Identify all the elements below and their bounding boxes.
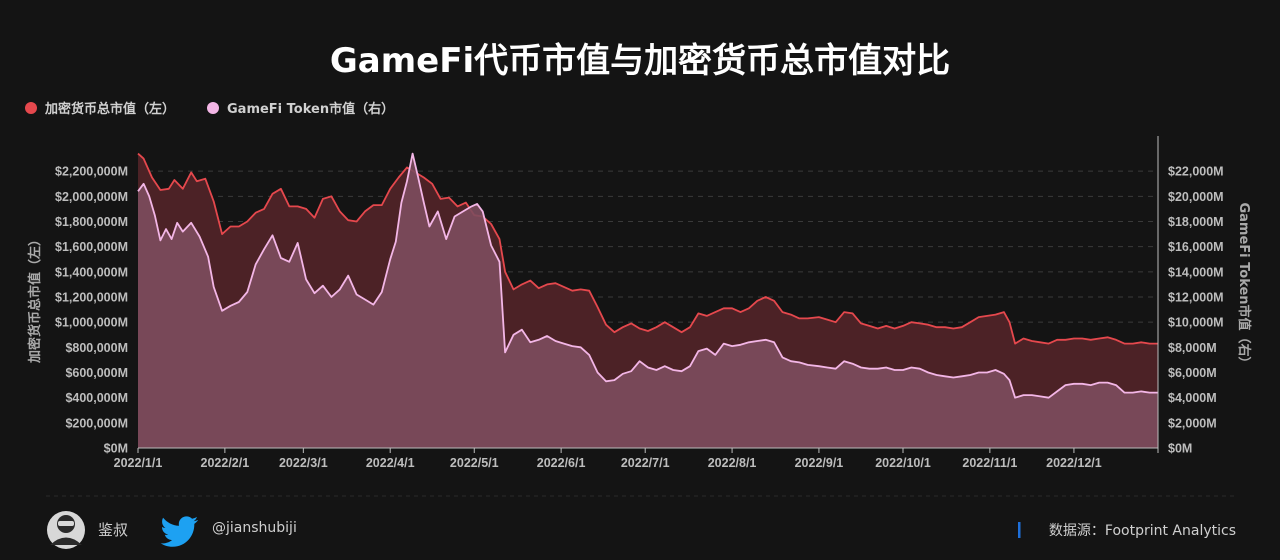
source-accent-bar	[1018, 522, 1021, 538]
legend-item-gamefi[interactable]: GameFi Token市值（右）	[207, 101, 394, 117]
right-axis-tick-label: $20,000M	[1168, 190, 1224, 204]
left-axis-tick-label: $2,200,000M	[55, 165, 128, 179]
axes: $0M $0M $200,000M $2,000M $400,000M $4,000M $6…	[55, 136, 1224, 470]
author-name: 鉴叔	[98, 521, 128, 539]
right-axis-tick-label: $18,000M	[1168, 215, 1224, 229]
left-axis-tick-label: $1,000,000M	[55, 316, 128, 330]
x-axis-tick-label: 2022/10/1	[875, 456, 931, 470]
right-axis-tick-label: $10,000M	[1168, 316, 1224, 330]
legend-item-total-market-cap[interactable]: 加密货币总市值（左）	[25, 101, 175, 117]
plot-area	[137, 152, 1158, 448]
legend-marker-total-market-cap	[25, 102, 37, 114]
left-axis-tick-label: $200,000M	[65, 416, 128, 430]
legend-marker-gamefi	[207, 102, 219, 114]
twitter-handle[interactable]: @jianshubiji	[212, 520, 297, 536]
left-axis-tick-label: $0M	[104, 442, 128, 456]
left-axis-tick-label: $1,400,000M	[55, 265, 128, 279]
x-axis-tick-label: 2022/6/1	[537, 456, 586, 470]
x-axis-tick-label: 2022/2/1	[201, 456, 250, 470]
legend-label-total-market-cap: 加密货币总市值（左）	[44, 101, 175, 117]
x-axis-tick-label: 2022/1/1	[114, 456, 163, 470]
x-axis-tick-label: 2022/3/1	[279, 456, 328, 470]
x-axis-tick-label: 2022/7/1	[621, 456, 670, 470]
right-axis-tick-label: $2,000M	[1168, 416, 1217, 430]
right-axis-tick-label: $14,000M	[1168, 265, 1224, 279]
gamefi-area	[138, 153, 1158, 448]
left-axis-tick-label: $400,000M	[65, 391, 128, 405]
right-axis-tick-label: $16,000M	[1168, 240, 1224, 254]
left-axis-tick-label: $1,800,000M	[55, 215, 128, 229]
twitter-icon[interactable]	[160, 516, 199, 547]
right-axis-tick-label: $12,000M	[1168, 291, 1224, 305]
left-axis-tick-label: $1,600,000M	[55, 240, 128, 254]
x-axis-tick-label: 2022/5/1	[450, 456, 499, 470]
x-axis-tick-label: 2022/9/1	[795, 456, 844, 470]
right-axis-tick-label: $8,000M	[1168, 341, 1217, 355]
data-source: 数据源：Footprint Analytics	[1049, 523, 1236, 539]
footer: 鉴叔 @jianshubiji 数据源：Footprint Analytics	[47, 511, 1236, 549]
x-axis-tick-label: 2022/8/1	[708, 456, 757, 470]
x-axis-tick-label: 2022/4/1	[366, 456, 415, 470]
right-axis-tick-label: $0M	[1168, 442, 1192, 456]
right-axis-label: GameFi Token市值（右）	[1236, 202, 1252, 369]
left-axis-tick-label: $1,200,000M	[55, 291, 128, 305]
x-axis-tick-label: 2022/12/1	[1046, 456, 1102, 470]
x-axis-tick-label: 2022/11/1	[962, 456, 1017, 470]
author-avatar	[47, 511, 85, 549]
legend: 加密货币总市值（左） GameFi Token市值（右）	[25, 101, 394, 117]
left-axis-tick-label: $2,000,000M	[55, 190, 128, 204]
left-axis-tick-label: $800,000M	[65, 341, 128, 355]
right-axis-tick-label: $4,000M	[1168, 391, 1217, 405]
total-market-cap-line	[137, 152, 1158, 345]
left-axis-tick-label: $600,000M	[65, 366, 128, 380]
gamefi-line	[137, 152, 1158, 399]
right-axis-tick-label: $6,000M	[1168, 366, 1217, 380]
legend-label-gamefi: GameFi Token市值（右）	[227, 101, 394, 117]
left-axis-label: 加密货币总市值（左）	[27, 233, 43, 364]
right-axis-tick-label: $22,000M	[1168, 165, 1224, 179]
chart-title: GameFi代币市值与加密货币总市值对比	[330, 41, 950, 81]
